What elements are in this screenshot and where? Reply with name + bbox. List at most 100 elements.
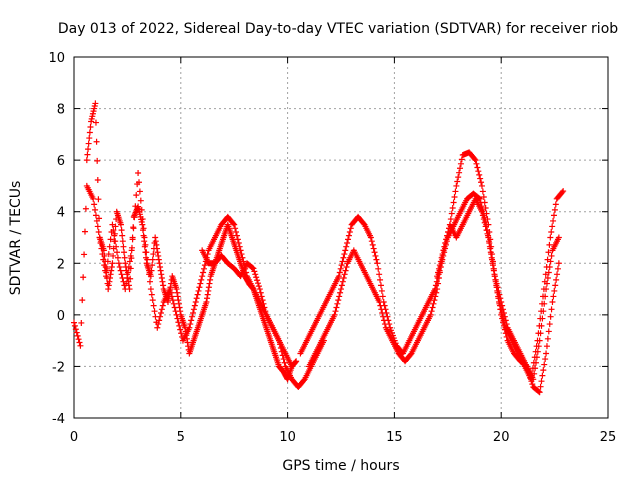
data-point-series-6 [486, 240, 493, 247]
data-point-series-6 [499, 302, 506, 309]
data-point-series-6 [503, 321, 510, 328]
data-point-series-1 [234, 236, 241, 243]
data-point-series-2 [156, 260, 163, 267]
data-point-series-2 [158, 275, 165, 282]
data-point-series-1 [192, 298, 199, 305]
data-point-series-6 [548, 306, 555, 313]
data-point-series-2 [152, 234, 159, 241]
data-point-series-1 [136, 188, 143, 195]
data-point-series-1 [117, 267, 124, 274]
data-point-series-1 [92, 212, 99, 219]
data-point-series-5 [543, 286, 550, 293]
data-point-series-2 [143, 254, 150, 261]
data-point-series-3 [255, 280, 262, 287]
data-point-series-2 [157, 263, 164, 270]
data-point-series-2 [182, 324, 189, 331]
data-point-series-1 [150, 302, 157, 309]
data-point-series-2 [173, 286, 180, 293]
x-tick-label: 0 [70, 430, 78, 445]
data-point-series-3 [257, 289, 264, 296]
y-tick-label: 10 [48, 51, 65, 66]
data-point-series-2 [84, 151, 91, 158]
data-point-series-2 [119, 232, 126, 239]
data-point-series-1 [154, 324, 161, 331]
data-point-series-1 [196, 284, 203, 291]
data-point-series-6 [488, 251, 495, 258]
data-point-series-2 [183, 335, 190, 342]
data-point-series-5 [342, 267, 349, 274]
data-point-series-5 [481, 199, 488, 206]
data-point-series-5 [450, 199, 457, 206]
data-point-series-6 [487, 245, 494, 252]
data-point-series-1 [106, 243, 113, 250]
data-point-series-5 [472, 157, 479, 164]
data-point-series-2 [205, 287, 212, 294]
data-point-series-6 [523, 363, 530, 370]
data-point-series-5 [543, 280, 550, 287]
data-point-series-5 [338, 282, 345, 289]
data-point-series-1 [135, 170, 142, 177]
data-point-series-4 [550, 217, 557, 224]
x-tick-label: 15 [386, 430, 403, 445]
data-point-series-2 [140, 232, 147, 239]
x-tick-label: 25 [600, 430, 617, 445]
x-tick-label: 5 [177, 430, 185, 445]
data-point-series-6 [489, 256, 496, 263]
data-point-series-2 [107, 271, 114, 278]
data-point-series-6 [546, 321, 553, 328]
x-tick-label: 20 [493, 430, 510, 445]
data-point-series-2 [127, 265, 134, 272]
data-point-series-6 [547, 313, 554, 320]
data-point-series-2 [164, 298, 171, 305]
data-point-series-2 [101, 252, 108, 259]
data-point-series-5 [455, 174, 462, 181]
data-point-series-6 [445, 228, 452, 235]
data-point-series-5 [542, 293, 549, 300]
points-layer [71, 100, 567, 396]
data-point-series-4 [378, 287, 385, 294]
data-point-series-2 [108, 267, 115, 274]
data-point-series-2 [123, 267, 130, 274]
data-point-series-5 [479, 188, 486, 195]
data-point-series-1 [78, 319, 85, 326]
data-point-series-2 [184, 339, 191, 346]
data-point-series-5 [457, 160, 464, 167]
data-point-series-2 [83, 157, 90, 164]
data-point-series-6 [549, 298, 556, 305]
data-point-series-2 [93, 138, 100, 145]
data-point-series-6 [542, 356, 549, 363]
data-point-series-4 [339, 258, 346, 265]
data-point-series-5 [548, 252, 555, 259]
data-point-series-4 [345, 232, 352, 239]
data-point-series-5 [480, 193, 487, 200]
data-point-series-1 [232, 225, 239, 232]
data-point-series-5 [447, 216, 454, 223]
data-point-series-1 [188, 317, 195, 324]
data-point-series-2 [122, 263, 129, 270]
data-point-series-6 [555, 260, 562, 267]
data-point-series-1 [91, 201, 98, 208]
data-point-series-6 [543, 350, 550, 357]
data-point-series-2 [159, 278, 166, 285]
data-point-series-2 [121, 249, 128, 256]
data-point-series-2 [119, 238, 126, 245]
data-point-series-1 [79, 297, 86, 304]
data-point-series-4 [549, 223, 556, 230]
data-point-series-2 [157, 267, 164, 274]
data-point-series-5 [428, 308, 435, 315]
data-point-series-1 [197, 280, 204, 287]
data-point-series-1 [191, 302, 198, 309]
data-point-series-6 [553, 276, 560, 283]
data-point-series-5 [538, 322, 545, 329]
data-point-series-5 [458, 156, 465, 163]
x-axis-label: GPS time / hours [282, 458, 399, 474]
data-point-series-2 [100, 247, 107, 254]
data-point-series-3 [256, 286, 263, 293]
data-point-series-2 [94, 177, 101, 184]
data-point-series-5 [475, 168, 482, 175]
data-point-series-2 [87, 123, 94, 130]
data-point-series-1 [199, 273, 206, 280]
data-point-series-4 [376, 271, 383, 278]
data-point-series-5 [380, 313, 387, 320]
data-point-series-5 [482, 205, 489, 212]
